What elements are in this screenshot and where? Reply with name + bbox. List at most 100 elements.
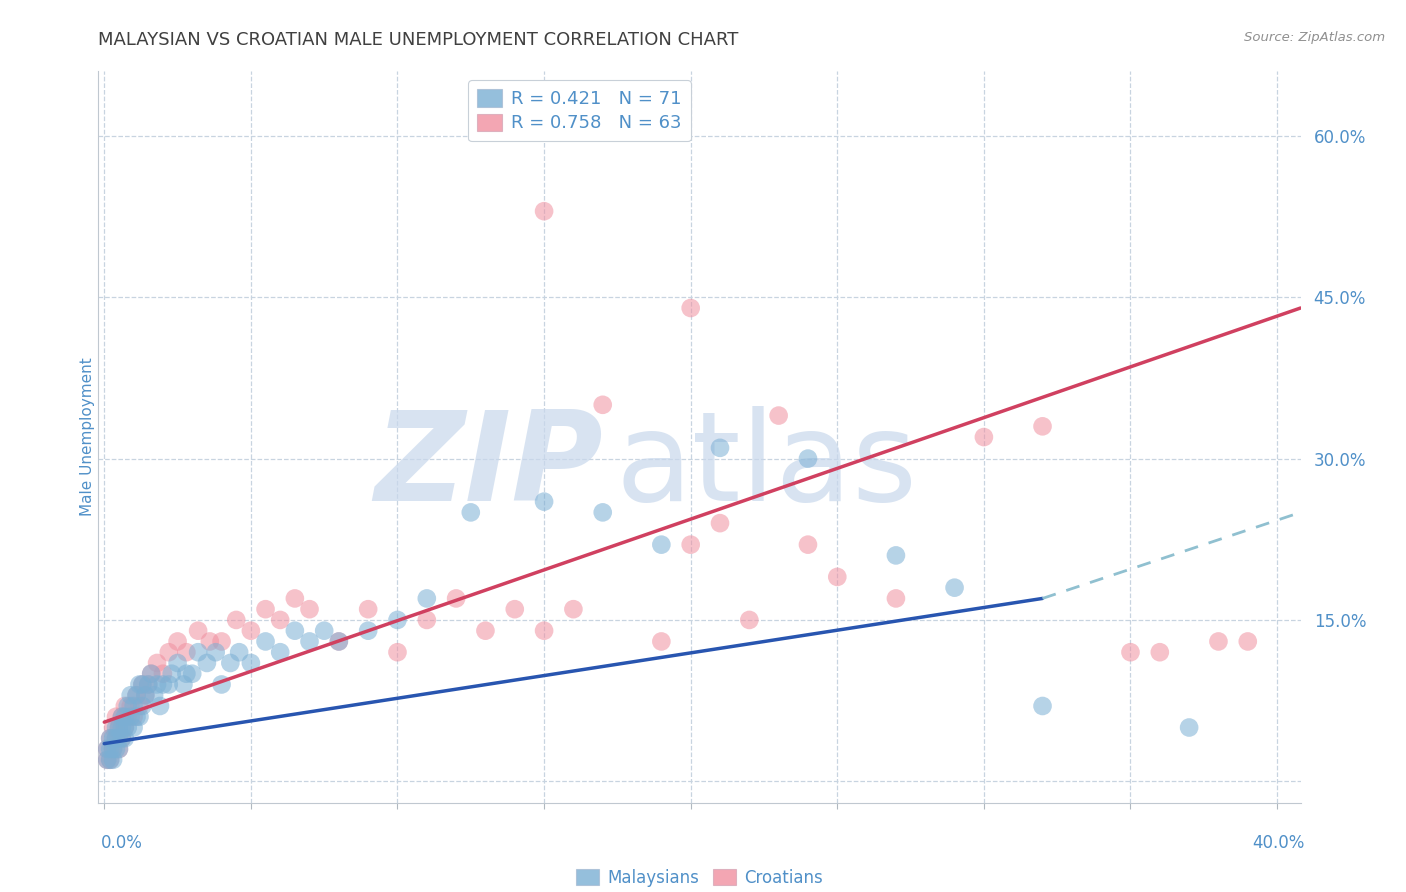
Point — [134, 688, 156, 702]
Point — [679, 538, 702, 552]
Point — [125, 710, 148, 724]
Point — [943, 581, 966, 595]
Point — [96, 742, 118, 756]
Point — [254, 602, 277, 616]
Point — [269, 613, 291, 627]
Point — [284, 591, 307, 606]
Text: Source: ZipAtlas.com: Source: ZipAtlas.com — [1244, 31, 1385, 45]
Point — [114, 721, 136, 735]
Point — [111, 710, 134, 724]
Point — [122, 710, 145, 724]
Point — [533, 204, 555, 219]
Point — [141, 666, 163, 681]
Point — [98, 731, 121, 746]
Y-axis label: Male Unemployment: Male Unemployment — [80, 358, 94, 516]
Point — [1119, 645, 1142, 659]
Point — [98, 742, 121, 756]
Point — [1149, 645, 1171, 659]
Point — [128, 710, 150, 724]
Text: ZIP: ZIP — [374, 406, 603, 527]
Point — [120, 710, 142, 724]
Point — [650, 634, 672, 648]
Point — [768, 409, 790, 423]
Point — [269, 645, 291, 659]
Point — [328, 634, 350, 648]
Point — [1208, 634, 1230, 648]
Point — [298, 634, 321, 648]
Point — [172, 677, 194, 691]
Point — [101, 742, 124, 756]
Point — [416, 591, 439, 606]
Point — [797, 538, 820, 552]
Point — [120, 688, 142, 702]
Point — [125, 688, 148, 702]
Point — [122, 721, 145, 735]
Point — [122, 698, 145, 713]
Point — [134, 688, 156, 702]
Point — [416, 613, 439, 627]
Point — [108, 721, 131, 735]
Point — [198, 634, 221, 648]
Point — [176, 645, 198, 659]
Point — [228, 645, 250, 659]
Point — [328, 634, 350, 648]
Point — [444, 591, 467, 606]
Point — [884, 549, 907, 563]
Point — [387, 645, 409, 659]
Point — [884, 591, 907, 606]
Point — [136, 677, 159, 691]
Point — [105, 721, 128, 735]
Point — [738, 613, 761, 627]
Point — [254, 634, 277, 648]
Point — [166, 656, 188, 670]
Point — [533, 494, 555, 508]
Point — [101, 731, 124, 746]
Point — [298, 602, 321, 616]
Point — [98, 731, 121, 746]
Point — [128, 677, 150, 691]
Text: 0.0%: 0.0% — [101, 834, 143, 852]
Point — [131, 698, 153, 713]
Point — [157, 677, 180, 691]
Point — [225, 613, 247, 627]
Point — [98, 753, 121, 767]
Point — [709, 441, 731, 455]
Point — [204, 645, 226, 659]
Point — [105, 731, 128, 746]
Point — [146, 677, 169, 691]
Point — [114, 731, 136, 746]
Point — [827, 570, 849, 584]
Point — [114, 710, 136, 724]
Point — [111, 721, 134, 735]
Point — [357, 624, 380, 638]
Point — [117, 721, 139, 735]
Point — [314, 624, 336, 638]
Point — [98, 753, 121, 767]
Point — [176, 666, 198, 681]
Text: MALAYSIAN VS CROATIAN MALE UNEMPLOYMENT CORRELATION CHART: MALAYSIAN VS CROATIAN MALE UNEMPLOYMENT … — [98, 31, 738, 49]
Point — [143, 688, 166, 702]
Point — [108, 742, 131, 756]
Point — [105, 742, 128, 756]
Point — [152, 677, 174, 691]
Point — [211, 634, 233, 648]
Point — [533, 624, 555, 638]
Point — [114, 721, 136, 735]
Point — [239, 624, 262, 638]
Point — [101, 753, 124, 767]
Point — [105, 710, 128, 724]
Point — [131, 677, 153, 691]
Point — [187, 645, 209, 659]
Point — [146, 656, 169, 670]
Point — [131, 677, 153, 691]
Point — [357, 602, 380, 616]
Point — [101, 742, 124, 756]
Point — [111, 710, 134, 724]
Point — [239, 656, 262, 670]
Point — [96, 753, 118, 767]
Point — [1178, 721, 1201, 735]
Point — [125, 688, 148, 702]
Point — [679, 301, 702, 315]
Point — [141, 666, 163, 681]
Point — [709, 516, 731, 530]
